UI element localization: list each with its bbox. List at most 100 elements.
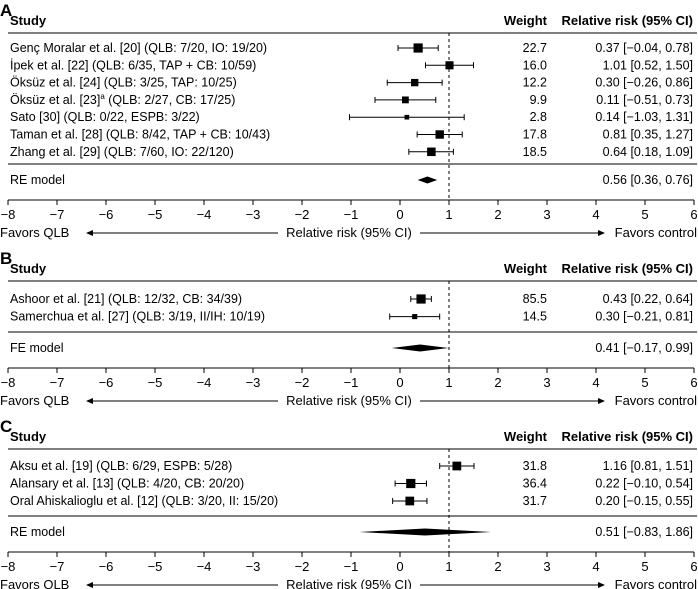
- x-tick-label: −4: [197, 559, 212, 574]
- x-tick-label: −4: [197, 375, 212, 390]
- x-axis-title: Relative risk (95% CI): [286, 393, 412, 408]
- study-weight: 14.5: [523, 310, 547, 324]
- favors-right-arrowhead: [598, 398, 605, 404]
- x-axis: −8 −7 −6 −5 −4 −3 −2 −1 0 1 2 3 4 5 6: [1, 199, 698, 222]
- x-tick-label: 3: [543, 559, 550, 574]
- x-tick-label: −2: [295, 375, 310, 390]
- header-relative-risk: Relative risk (95% CI): [561, 261, 693, 276]
- x-tick-label: 2: [494, 375, 501, 390]
- study-weight: 2.8: [530, 110, 547, 124]
- favors-right-label: Favors control: [615, 577, 697, 589]
- x-tick-label: 3: [543, 375, 550, 390]
- study-row: Genç Moralar et al. [20] (QLB: 7/20, IO:…: [10, 41, 693, 55]
- x-tick-label: −7: [50, 559, 65, 574]
- study-row: Taman et al. [28] (QLB: 8/42, TAP + CB: …: [10, 128, 693, 142]
- study-ci-text: 1.16 [0.81, 1.51]: [603, 459, 693, 473]
- study-weight: 85.5: [523, 292, 547, 306]
- point-estimate: [452, 461, 462, 471]
- study-label: Aksu et al. [19] (QLB: 6/29, ESPB: 5/28): [10, 459, 232, 473]
- study-row: Sato [30] (QLB: 0/22, ESPB: 3/22) 2.8 0.14…: [10, 110, 693, 124]
- study-row: Öksüz et al. [24] (QLB: 3/25, TAP: 10/25…: [10, 76, 693, 90]
- summary-diamond: [417, 176, 438, 184]
- study-row: Oral Ahiskalioglu et al. [12] (QLB: 3/20…: [10, 494, 693, 508]
- x-tick-label: 5: [641, 207, 648, 222]
- summary-diamond: [359, 528, 492, 536]
- favors-right-label: Favors control: [615, 393, 697, 408]
- study-weight: 16.0: [523, 58, 547, 72]
- study-row: İpek et al. [22] (QLB: 6/35, TAP + CB: 1…: [10, 58, 693, 72]
- header-study: Study: [10, 13, 47, 28]
- study-ci-text: 0.30 [−0.26, 0.86]: [595, 76, 693, 90]
- x-tick-label: 6: [690, 207, 697, 222]
- x-tick-label: −3: [246, 375, 261, 390]
- point-estimate: [427, 147, 436, 157]
- header-weight: Weight: [504, 429, 548, 444]
- favors-left-label: Favors QLB: [0, 577, 69, 589]
- x-tick-label: 2: [494, 207, 501, 222]
- study-weight: 9.9: [530, 93, 547, 107]
- x-tick-label: −2: [295, 207, 310, 222]
- header-relative-risk: Relative risk (95% CI): [561, 13, 693, 28]
- study-label: Öksüz et al. [23]a (QLB: 2/27, CB: 17/25…: [10, 92, 235, 107]
- header-study: Study: [10, 429, 47, 444]
- point-estimate: [413, 43, 423, 53]
- point-estimate: [405, 496, 415, 506]
- point-estimate: [435, 130, 444, 139]
- study-weight: 31.7: [523, 494, 547, 508]
- study-row: Alansary et al. [13] (QLB: 4/20, CB: 20/…: [10, 477, 693, 491]
- x-tick-label: −6: [99, 207, 114, 222]
- header-weight: Weight: [504, 13, 548, 28]
- x-tick-label: 0: [396, 207, 403, 222]
- favors-right-arrowhead: [598, 582, 605, 588]
- study-weight: 31.8: [523, 459, 547, 473]
- study-label: Oral Ahiskalioglu et al. [12] (QLB: 3/20…: [10, 494, 278, 508]
- favors-row: Favors QLB Favors control Relative risk (9…: [0, 577, 697, 589]
- x-tick-label: −1: [344, 375, 359, 390]
- x-tick-label: −7: [50, 207, 65, 222]
- x-tick-label: 5: [641, 559, 648, 574]
- summary-label: FE model: [10, 341, 64, 355]
- x-tick-label: −6: [99, 375, 114, 390]
- x-tick-label: 0: [396, 375, 403, 390]
- x-tick-label: 0: [396, 559, 403, 574]
- x-tick-label: 4: [592, 207, 599, 222]
- summary-ci-text: 0.51 [−0.83, 1.86]: [595, 525, 693, 539]
- x-tick-label: −3: [246, 207, 261, 222]
- x-tick-label: 6: [690, 375, 697, 390]
- study-label: Sato [30] (QLB: 0/22, ESPB: 3/22): [10, 110, 200, 124]
- summary-row: RE model 0.56 [0.36, 0.76]: [10, 173, 693, 187]
- study-label: Alansary et al. [13] (QLB: 4/20, CB: 20/…: [10, 477, 244, 491]
- x-tick-label: −8: [1, 207, 16, 222]
- study-ci-text: 0.64 [0.18, 1.09]: [603, 145, 693, 159]
- summary-ci-text: 0.41 [−0.17, 0.99]: [595, 341, 693, 355]
- study-label: Ashoor et al. [21] (QLB: 12/32, CB: 34/3…: [10, 292, 242, 306]
- header-relative-risk: Relative risk (95% CI): [561, 429, 693, 444]
- study-ci-text: 0.43 [0.22, 0.64]: [603, 292, 693, 306]
- summary-row: FE model 0.41 [−0.17, 0.99]: [10, 341, 693, 355]
- favors-left-arrowhead: [86, 582, 93, 588]
- study-row: Öksüz et al. [23]a (QLB: 2/27, CB: 17/25…: [10, 92, 693, 107]
- point-estimate: [404, 114, 410, 120]
- favors-left-arrowhead: [86, 398, 93, 404]
- panel-label: B: [0, 249, 12, 268]
- study-ci-text: 0.22 [−0.10, 0.54]: [595, 477, 693, 491]
- study-weight: 17.8: [523, 128, 547, 142]
- favors-right-label: Favors control: [615, 225, 697, 240]
- x-tick-label: −4: [197, 207, 212, 222]
- study-weight: 22.7: [523, 41, 547, 55]
- favors-left-arrowhead: [86, 230, 93, 236]
- x-tick-label: −1: [344, 207, 359, 222]
- header-weight: Weight: [504, 261, 548, 276]
- x-tick-label: −5: [148, 559, 163, 574]
- study-ci-text: 0.81 [0.35, 1.27]: [603, 128, 693, 142]
- x-tick-label: −7: [50, 375, 65, 390]
- study-row: Ashoor et al. [21] (QLB: 12/32, CB: 34/3…: [10, 292, 693, 306]
- study-ci-text: 0.30 [−0.21, 0.81]: [595, 310, 693, 324]
- x-axis-title: Relative risk (95% CI): [286, 577, 412, 589]
- study-row: Zhang et al. [29] (QLB: 7/60, IO: 22/120…: [10, 145, 693, 159]
- x-tick-label: 1: [445, 207, 452, 222]
- summary-ci-text: 0.56 [0.36, 0.76]: [603, 173, 693, 187]
- point-estimate: [416, 294, 426, 304]
